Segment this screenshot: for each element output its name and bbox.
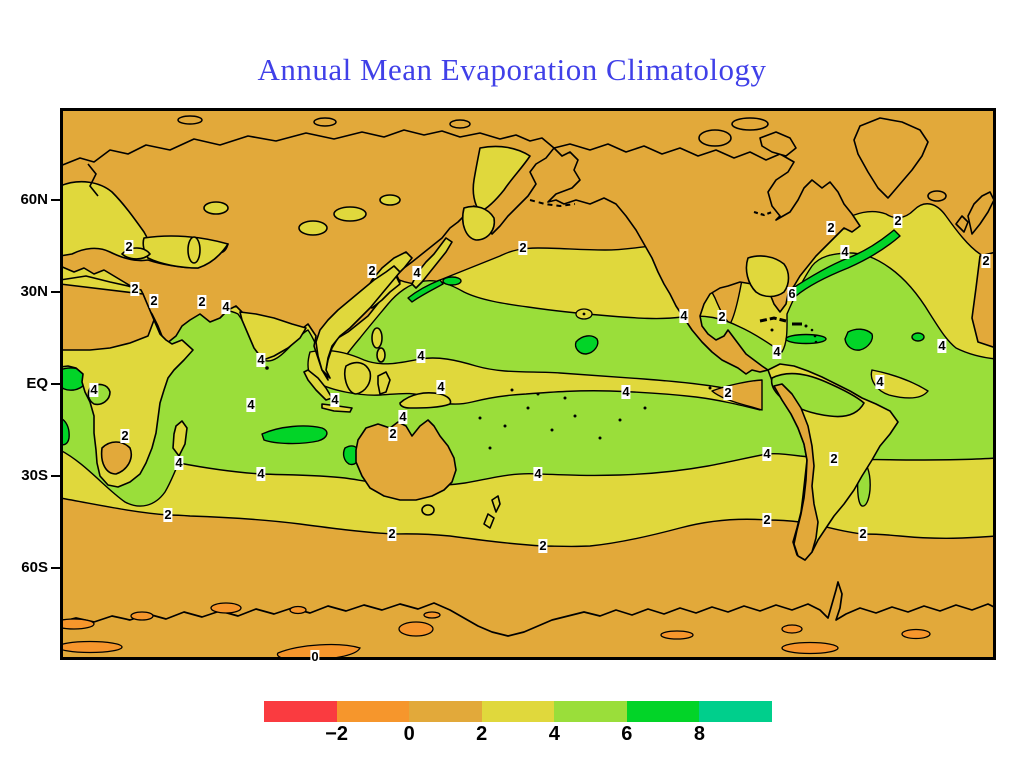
india-yellow [239, 311, 307, 361]
chart-title: Annual Mean Evaporation Climatology [257, 52, 767, 87]
greenland [853, 117, 929, 199]
svalbard [177, 115, 203, 125]
arctic-island [698, 129, 732, 147]
ireland [955, 215, 969, 233]
philippines [376, 347, 386, 363]
philippines [371, 327, 383, 349]
colorbar-tick-label: 8 [693, 723, 705, 745]
andes-patagonia-tan [773, 383, 819, 561]
colorbar-tick-label: 0 [403, 723, 415, 745]
antarctic-coastline [60, 581, 996, 637]
colorbar-segment [409, 701, 482, 722]
central-asia-blob [298, 220, 328, 236]
borneo [343, 361, 372, 395]
australia [355, 419, 457, 501]
tasmania [421, 504, 435, 516]
colorbar-tick-label: 2 [476, 723, 488, 745]
lat-tick-label: 60S [21, 559, 48, 576]
atlantic-equatorial-wedge [870, 369, 929, 399]
colorbar-segment [554, 701, 627, 722]
lat-tick-mark [51, 199, 60, 201]
world-map [60, 108, 996, 660]
north-america [547, 143, 861, 375]
central-asia-blob [203, 201, 229, 215]
colorbar-segment [481, 701, 555, 722]
colorbar [264, 701, 773, 722]
arctic-island [731, 117, 769, 131]
great-lakes [753, 210, 773, 217]
severnaya [313, 117, 337, 127]
lat-tick-label: 30N [20, 283, 48, 300]
ne-siberia-yellow [472, 145, 531, 213]
kalahari-tan [100, 441, 132, 475]
se-us-yellow [745, 255, 790, 298]
sulawesi [377, 371, 391, 395]
new-siberian-islands [449, 119, 471, 129]
small-islands [87, 115, 818, 450]
baltic-coast [87, 163, 99, 197]
new-zealand [483, 513, 495, 529]
central-asia-blob [379, 194, 401, 206]
plot-frame [60, 108, 996, 660]
sahara-tan [60, 283, 155, 351]
se-asia-yellow [315, 265, 401, 379]
colorbar-tick-label: 6 [621, 723, 633, 745]
lat-tick-mark [51, 475, 60, 477]
colorbar-tick-label: −2 [325, 723, 348, 745]
new-guinea [399, 392, 452, 409]
sumatra [303, 369, 333, 401]
new-zealand [491, 495, 501, 513]
lat-tick-mark [51, 567, 60, 569]
japan [411, 237, 453, 289]
central-asia-blob [333, 206, 367, 222]
colorbar-segment [626, 701, 700, 722]
aleutian-islands [529, 199, 576, 208]
lat-axis: 60N 30N EQ 30S 60S [0, 0, 60, 768]
lat-tick-mark [51, 383, 60, 385]
colorbar-segment [336, 701, 410, 722]
lat-tick-label: EQ [26, 375, 48, 392]
colorbar-segment [264, 701, 337, 722]
cuba [759, 316, 787, 323]
colorbar-tick-label: 4 [548, 723, 560, 745]
lat-tick-label: 30S [21, 467, 48, 484]
madagascar [172, 420, 188, 457]
iberia-morocco [971, 251, 996, 349]
caspian-sea [187, 236, 201, 264]
lat-tick-mark [51, 291, 60, 293]
hawaii-ring [575, 308, 593, 320]
iceland [927, 190, 947, 202]
baffin-island [759, 131, 797, 157]
lat-tick-label: 60N [20, 191, 48, 208]
okhotsk-yellow [461, 205, 496, 241]
colorbar-segment [699, 701, 773, 722]
